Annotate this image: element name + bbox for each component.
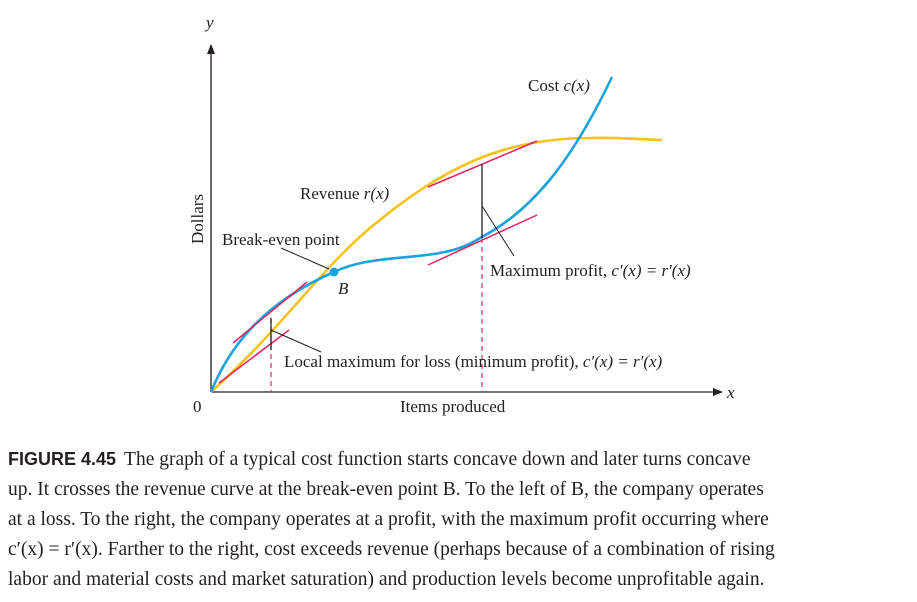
point-b-label: B — [338, 279, 349, 298]
revenue-curve — [210, 136, 663, 393]
profit-diagram: y x 0 Dollars Items produced Cost c(x) R… — [188, 13, 735, 416]
break-even-leader — [280, 247, 330, 270]
caption-line-3: at a loss. To the right, the company ope… — [8, 509, 769, 530]
figure-number: FIGURE 4.45 — [8, 449, 117, 469]
origin-label: 0 — [193, 397, 202, 416]
max-profit-label: Maximum profit, c′(x) = r′(x) — [490, 261, 691, 280]
cost-label: Cost c(x) — [528, 76, 590, 95]
caption-line-2: up. It crosses the revenue curve at the … — [8, 479, 764, 500]
caption-line-1: FIGURE 4.45 The graph of a typical cost f… — [8, 444, 912, 475]
y-axis-title: Dollars — [188, 194, 207, 244]
tangent-revenue-local — [218, 329, 290, 384]
caption-line-4: c′(x) = r′(x). Farther to the right, cos… — [8, 539, 775, 560]
x-axis-label: x — [726, 383, 735, 402]
revenue-label: Revenue r(x) — [300, 184, 390, 203]
tangent-cost-local — [232, 281, 308, 344]
y-axis-label: y — [204, 13, 214, 32]
local-max-label: Local maximum for loss (minimum profit),… — [284, 352, 663, 371]
local-max-leader — [270, 329, 322, 353]
break-even-label: Break-even point — [222, 230, 340, 249]
caption-text-1: The graph of a typical cost function sta… — [124, 449, 751, 470]
max-profit-leader — [481, 205, 515, 257]
break-even-point — [329, 267, 339, 277]
x-axis-title: Items produced — [400, 397, 506, 416]
figure-caption: FIGURE 4.45 The graph of a typical cost f… — [8, 444, 912, 595]
caption-line-5: labor and material costs and market satu… — [8, 569, 765, 590]
tangent-cost-max — [427, 214, 538, 266]
